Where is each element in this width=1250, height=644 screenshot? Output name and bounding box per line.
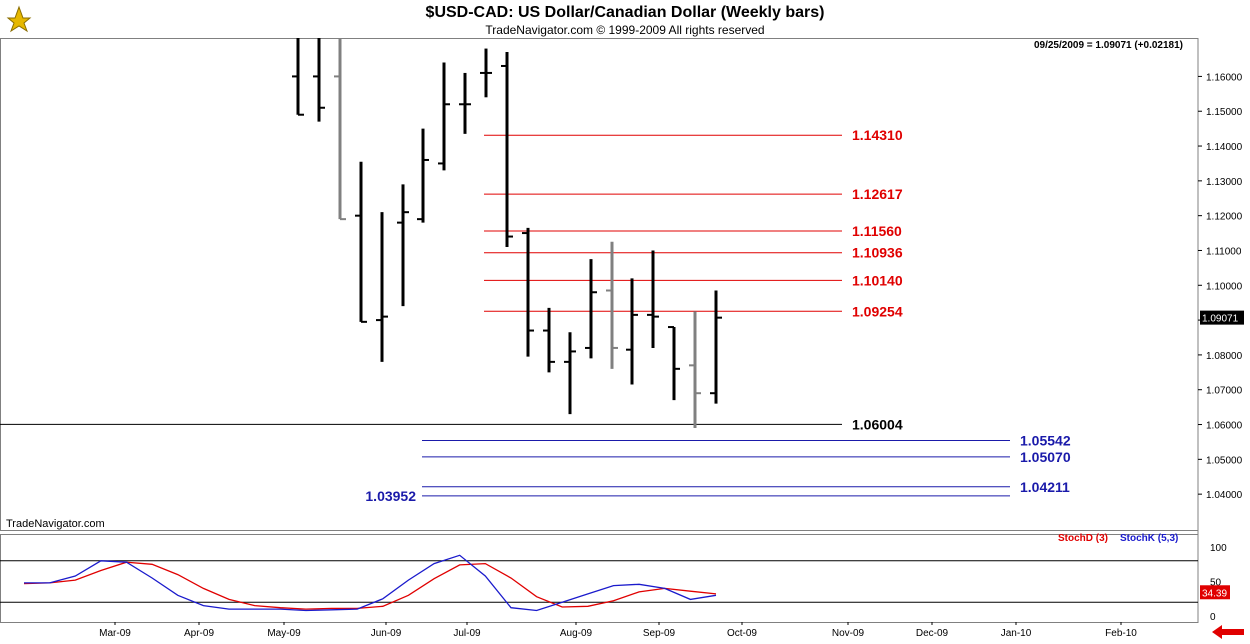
stoch-axis-tick-label: 0 [1210,612,1216,623]
level-label-1.05542: 1.05542 [1020,432,1071,448]
price-axis-tick-label: 1.14000 [1206,142,1243,153]
price-axis-tick-label: 1.07000 [1206,386,1243,397]
x-axis-tick-label: Dec-09 [916,628,949,639]
price-axis-tick-label: 1.05000 [1206,455,1243,466]
stoch-series-line-k [24,554,717,612]
last-price-box [1200,310,1244,325]
stochastic-panel-frame [0,534,1199,623]
stoch-axis-tick-label: 100 [1210,543,1227,554]
chart-subtitle: TradeNavigator.com © 1999-2009 All right… [485,23,765,37]
level-label-1.10140: 1.10140 [852,272,903,288]
level-label-1.12617: 1.12617 [852,186,903,202]
level-label-1.03952: 1.03952 [365,488,416,504]
legend-stochd: StochD (3) [1058,533,1108,544]
x-axis-tick-label: Jan-10 [1001,628,1032,639]
level-label-1.09254: 1.09254 [852,303,903,319]
price-axis-tick-label: 1.12000 [1206,212,1243,223]
x-axis-tick-label: Jul-09 [453,628,481,639]
level-label-1.10936: 1.10936 [852,245,903,261]
x-axis-tick-label: Sep-09 [643,628,676,639]
price-axis-tick-label: 1.11000 [1206,246,1242,257]
last-price-label: 1.09071 [1202,314,1239,325]
legend-stochk: StochK (5,3) [1120,533,1178,544]
watermark-text: TradeNavigator.com [6,518,105,530]
x-axis-tick-label: Nov-09 [832,628,865,639]
price-axis-tick-label: 1.08000 [1206,351,1243,362]
level-label-1.11560: 1.11560 [852,223,902,239]
level-label-1.04211: 1.04211 [1020,479,1070,495]
x-axis-tick-label: Jun-09 [371,628,402,639]
tradenavigator-logo-icon[interactable] [4,4,34,34]
x-axis-tick-label: Aug-09 [560,628,593,639]
x-axis-tick-label: Oct-09 [727,628,757,639]
price-axis-tick-label: 1.13000 [1206,177,1243,188]
x-axis-tick-label: Feb-10 [1105,628,1137,639]
price-axis-tick-label: 1.15000 [1206,107,1243,118]
level-label-1.06004: 1.06004 [852,416,903,432]
stoch-last-value-label: 34.39 [1202,588,1227,599]
x-axis-tick-label: May-09 [267,628,301,639]
price-axis-tick-label: 1.04000 [1206,490,1243,501]
price-axis-tick-label: 1.16000 [1206,72,1243,83]
price-axis-tick-label: 1.06000 [1206,421,1243,432]
level-label-1.14310: 1.14310 [852,127,903,143]
stoch-axis-tick-label: 50 [1210,578,1222,589]
x-axis-tick-label: Mar-09 [99,628,131,639]
x-axis-tick-label: Apr-09 [184,628,214,639]
price-axis-tick-label: 1.10000 [1206,281,1243,292]
chart-title: $USD-CAD: US Dollar/Canadian Dollar (Wee… [425,4,825,21]
stoch-last-value-box [1200,585,1230,600]
stoch-series-line-d [23,561,717,610]
level-label-1.05070: 1.05070 [1020,449,1071,465]
quote-readout: 09/25/2009 = 1.09071 (+0.02181) [1034,40,1183,51]
scroll-left-arrow-icon[interactable] [1212,625,1244,639]
